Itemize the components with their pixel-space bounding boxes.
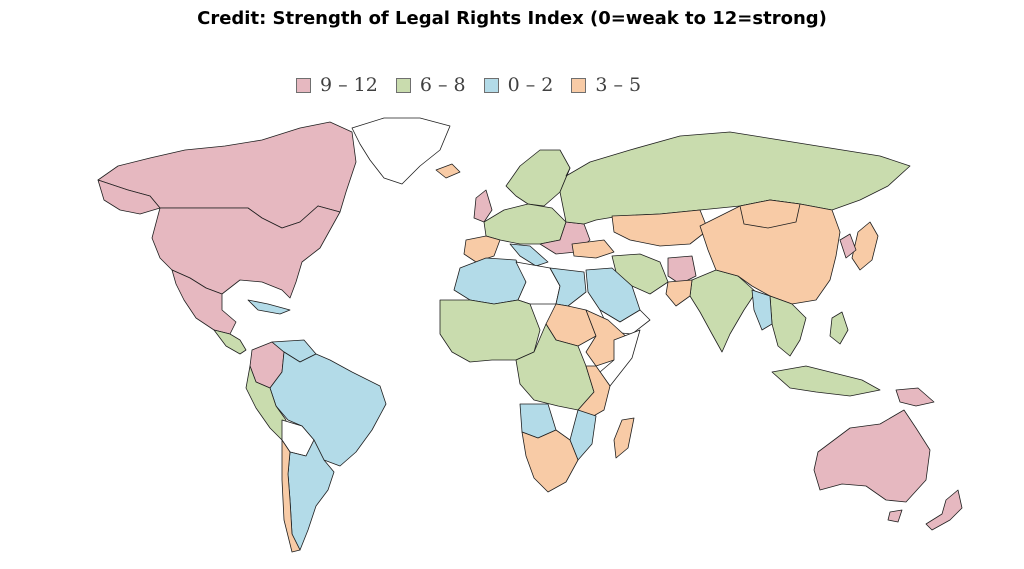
east-africa bbox=[577, 365, 611, 419]
madagascar bbox=[613, 417, 635, 459]
korea bbox=[839, 233, 857, 259]
mongolia bbox=[739, 199, 801, 229]
morocco-algeria bbox=[453, 257, 527, 305]
iceland bbox=[435, 163, 461, 179]
legend-swatch bbox=[296, 77, 311, 93]
new-zealand bbox=[925, 489, 963, 531]
map-legend: 9 – 12 6 – 8 0 – 2 3 – 5 bbox=[296, 74, 659, 96]
japan bbox=[851, 221, 879, 271]
legend-label: 3 – 5 bbox=[595, 74, 642, 96]
legend-item-0-2: 0 – 2 bbox=[483, 74, 554, 96]
legend-swatch bbox=[571, 77, 587, 93]
legend-swatch bbox=[395, 77, 411, 93]
legend-item-6-8: 6 – 8 bbox=[395, 74, 466, 96]
papua-new-guinea bbox=[895, 387, 935, 407]
chile bbox=[281, 439, 301, 553]
australia bbox=[813, 409, 931, 503]
legend-item-3-5: 3 – 5 bbox=[571, 74, 641, 96]
mexico bbox=[171, 269, 237, 335]
italy-balkans bbox=[509, 243, 549, 267]
mozambique bbox=[569, 409, 597, 461]
turkey bbox=[571, 239, 615, 259]
southeast-asia bbox=[769, 295, 807, 357]
uk bbox=[473, 189, 493, 223]
kazakhstan bbox=[611, 209, 709, 247]
west-africa bbox=[439, 299, 541, 363]
map-title: Credit: Strength of Legal Rights Index (… bbox=[197, 8, 827, 29]
scandinavia bbox=[505, 149, 571, 207]
greenland bbox=[351, 117, 451, 185]
alaska bbox=[97, 179, 161, 215]
tasmania bbox=[887, 509, 903, 523]
legend-item-9-12: 9 – 12 bbox=[296, 74, 378, 96]
southern-africa bbox=[521, 429, 579, 493]
philippines bbox=[829, 311, 849, 345]
myanmar bbox=[751, 289, 773, 331]
legend-label: 0 – 2 bbox=[507, 74, 554, 96]
pakistan bbox=[665, 279, 693, 307]
legend-label: 6 – 8 bbox=[419, 74, 466, 96]
legend-label: 9 – 12 bbox=[320, 74, 378, 96]
india bbox=[689, 269, 757, 353]
central-america bbox=[213, 329, 247, 355]
indonesia bbox=[771, 365, 881, 397]
western-europe bbox=[483, 203, 567, 245]
caribbean-islands bbox=[247, 299, 291, 315]
legend-swatch bbox=[483, 77, 499, 93]
spain bbox=[463, 235, 501, 263]
